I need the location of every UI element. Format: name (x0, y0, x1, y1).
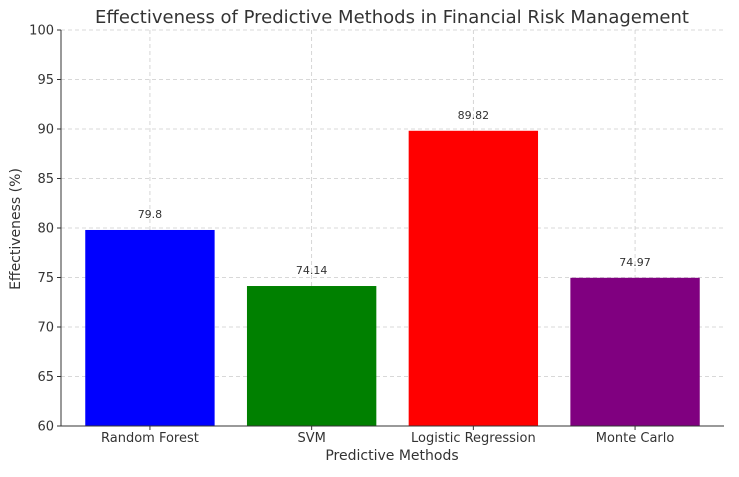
y-axis-label: Effectiveness (%) (8, 168, 24, 290)
y-tick-label: 85 (37, 172, 54, 187)
y-tick-label: 95 (37, 73, 54, 88)
x-tick-label: SVM (297, 431, 325, 446)
y-tick-label: 100 (29, 24, 54, 39)
bar-random-forest (85, 229, 215, 426)
bars (85, 130, 700, 427)
y-tick-label: 60 (37, 420, 54, 435)
data-labels: 79.8 74.14 89.82 74.97 (138, 109, 651, 277)
data-label: 74.14 (296, 264, 328, 277)
bar-monte-carlo (570, 277, 700, 426)
x-axis-label: Predictive Methods (325, 448, 458, 464)
ticks: 60 65 70 75 80 85 90 95 100 Random Forest SVM Logis… (29, 24, 674, 447)
data-label: 74.97 (619, 256, 651, 269)
chart-title: Effectiveness of Predictive Methods in F… (95, 7, 689, 28)
y-tick-label: 65 (37, 370, 54, 385)
y-tick-label: 80 (37, 222, 54, 237)
bar-svm (246, 286, 377, 426)
y-tick-label: 90 (37, 123, 54, 138)
y-tick-label: 75 (37, 271, 54, 286)
data-label: 79.8 (138, 208, 163, 221)
x-tick-label: Monte Carlo (596, 431, 675, 446)
x-tick-label: Logistic Regression (411, 431, 536, 446)
data-label: 89.82 (458, 109, 490, 122)
y-tick-label: 70 (37, 321, 54, 336)
x-tick-label: Random Forest (101, 431, 199, 446)
bar-logistic-regression (408, 130, 539, 427)
